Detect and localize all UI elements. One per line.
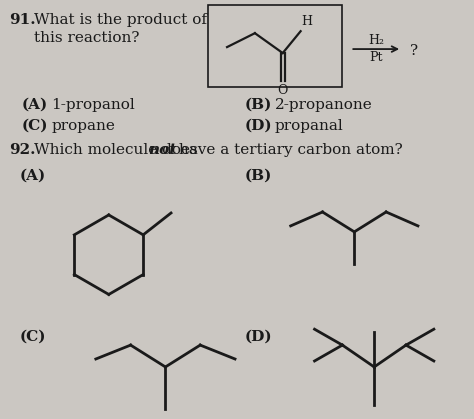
Text: propanal: propanal [275,119,344,132]
Text: O: O [278,84,288,97]
Text: 92.: 92. [9,143,36,158]
Text: 2-propanone: 2-propanone [275,98,373,112]
Text: H₂: H₂ [368,34,384,47]
Text: H: H [301,15,313,28]
Text: propane: propane [51,119,115,132]
Text: (B): (B) [245,98,273,112]
Bar [208,5,342,87]
Text: 91.: 91. [9,13,36,27]
Text: What is the product of: What is the product of [34,13,207,27]
Text: not: not [148,143,177,158]
Text: Which molecule does: Which molecule does [34,143,203,158]
Text: (D): (D) [245,329,273,343]
Text: (D): (D) [245,119,273,132]
Text: (B): (B) [245,168,273,182]
Text: (C): (C) [19,329,46,343]
Text: this reaction?: this reaction? [34,31,140,45]
Text: ?: ? [410,44,418,58]
Text: (C): (C) [21,119,48,132]
Text: (A): (A) [21,98,47,112]
Text: 1-propanol: 1-propanol [51,98,135,112]
Text: (A): (A) [19,168,46,182]
Text: Pt: Pt [369,51,383,64]
Text: have a tertiary carbon atom?: have a tertiary carbon atom? [174,143,403,158]
